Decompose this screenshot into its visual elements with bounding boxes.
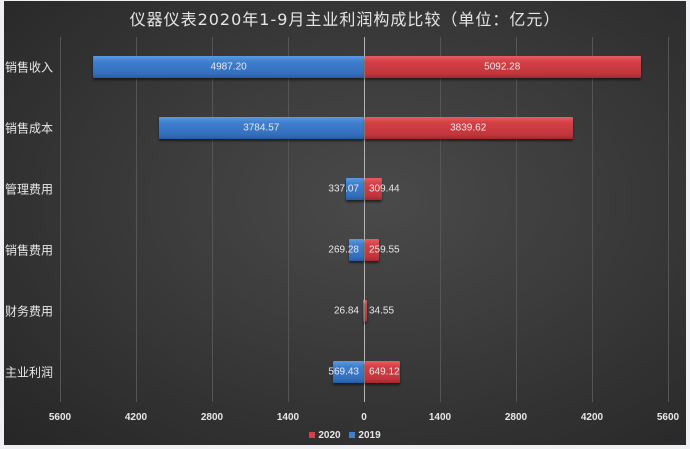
legend-swatch-2019: [349, 432, 356, 438]
x-tick-label: 5600: [48, 412, 72, 423]
x-tick-label: 1400: [428, 412, 452, 423]
legend-swatch-2020: [309, 432, 316, 438]
gridline: [516, 37, 517, 402]
bar-2019: [333, 361, 364, 383]
value-label-2019: 4987.20: [210, 61, 247, 73]
bar-2020: [365, 300, 367, 322]
gridline: [136, 37, 137, 402]
chart-title: 仪器仪表2020年1-9月主业利润构成比较（单位：亿元）: [129, 10, 561, 29]
gridline: [60, 37, 61, 402]
gridline: [668, 37, 669, 402]
category-label: 管理费用: [5, 182, 54, 197]
gridline: [212, 37, 213, 402]
legend-item-2019: 2019: [349, 430, 381, 441]
value-label-2019: 269.28: [328, 244, 359, 256]
bar-2020: [365, 117, 574, 139]
x-tick-label: 2800: [504, 412, 528, 423]
x-tick-label: 0: [361, 412, 367, 423]
value-label-2020: 259.55: [369, 244, 400, 256]
x-tick-label: 4200: [580, 412, 604, 423]
bar-2020: [365, 239, 380, 261]
bar-2019: [349, 239, 364, 261]
category-label: 主业利润: [5, 365, 54, 380]
legend-label-2020: 2020: [318, 430, 341, 441]
legend-label-2019: 2019: [358, 430, 381, 441]
category-label: 销售收入: [5, 60, 54, 75]
value-label-2020: 309.44: [369, 183, 400, 195]
value-label-2020: 5092.28: [484, 61, 521, 73]
bar-2019: [362, 300, 364, 322]
bar-2020: [365, 56, 642, 78]
legend: 2020 2019: [4, 430, 686, 441]
category-label: 销售成本: [5, 121, 54, 136]
bar-2019: [345, 178, 364, 200]
gridline: [288, 37, 289, 402]
value-label-2019: 337.07: [328, 183, 359, 195]
bar-2019: [158, 117, 364, 139]
x-tick-label: 5600: [656, 412, 680, 423]
value-label-2019: 26.84: [333, 305, 359, 317]
value-label-2020: 649.12: [369, 366, 400, 378]
category-label: 销售费用: [5, 243, 54, 258]
zero-axis-line: [364, 37, 365, 402]
bar-2020: [365, 361, 401, 383]
value-label-2019: 569.43: [328, 366, 359, 378]
value-label-2019: 3784.57: [243, 122, 280, 134]
bar-2019: [93, 56, 364, 78]
chart-area: 仪器仪表2020年1-9月主业利润构成比较（单位：亿元） 5600 4200 280…: [4, 1, 686, 445]
value-label-2020: 3839.62: [450, 122, 487, 134]
bar-2020: [365, 178, 382, 200]
gridline: [440, 37, 441, 402]
value-label-2020: 34.55: [369, 305, 395, 317]
legend-item-2020: 2020: [309, 430, 341, 441]
category-label: 财务费用: [5, 304, 54, 319]
x-tick-label: 2800: [200, 412, 224, 423]
x-tick-label: 4200: [124, 412, 148, 423]
x-tick-label: 1400: [276, 412, 300, 423]
gridline: [592, 37, 593, 402]
